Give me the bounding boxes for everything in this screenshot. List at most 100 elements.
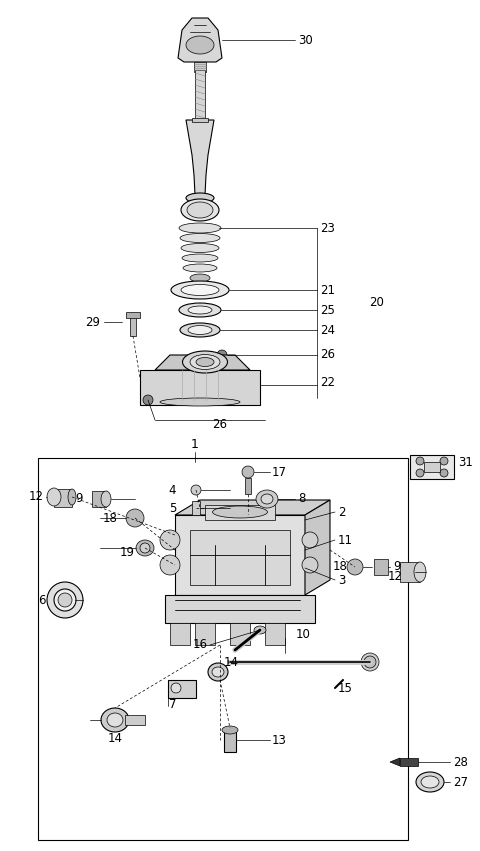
Bar xyxy=(92,491,106,507)
Bar xyxy=(140,370,260,405)
Text: 13: 13 xyxy=(272,734,287,746)
Text: 4: 4 xyxy=(168,483,176,496)
Ellipse shape xyxy=(361,653,379,671)
Bar xyxy=(400,758,418,766)
Polygon shape xyxy=(175,500,330,515)
Ellipse shape xyxy=(421,776,439,788)
Text: 20: 20 xyxy=(369,296,384,310)
Bar xyxy=(224,730,236,752)
Ellipse shape xyxy=(58,593,72,607)
Ellipse shape xyxy=(179,223,221,233)
Bar xyxy=(410,455,454,479)
Text: 17: 17 xyxy=(272,465,287,478)
Text: 18: 18 xyxy=(103,511,118,524)
Ellipse shape xyxy=(261,494,273,504)
Bar xyxy=(424,462,440,472)
Circle shape xyxy=(347,559,363,575)
Text: 18: 18 xyxy=(333,561,348,574)
Text: 30: 30 xyxy=(298,33,313,47)
Text: 26: 26 xyxy=(213,419,228,431)
Text: 12: 12 xyxy=(388,570,403,584)
Text: 19: 19 xyxy=(120,546,135,559)
Bar xyxy=(374,559,388,575)
Ellipse shape xyxy=(256,490,278,508)
Text: 27: 27 xyxy=(453,775,468,789)
Text: 22: 22 xyxy=(320,375,335,389)
Bar xyxy=(170,623,190,645)
Bar xyxy=(130,316,136,336)
Ellipse shape xyxy=(213,506,267,518)
Ellipse shape xyxy=(196,357,214,367)
Circle shape xyxy=(160,530,180,550)
Ellipse shape xyxy=(54,589,76,611)
Bar xyxy=(194,62,206,72)
Ellipse shape xyxy=(186,36,214,54)
Text: 1: 1 xyxy=(191,438,199,452)
Ellipse shape xyxy=(136,540,154,556)
Text: 21: 21 xyxy=(320,283,335,296)
Bar xyxy=(190,530,290,585)
Ellipse shape xyxy=(190,355,220,369)
Ellipse shape xyxy=(47,582,83,618)
Text: 7: 7 xyxy=(169,699,177,711)
Circle shape xyxy=(302,557,318,573)
Polygon shape xyxy=(155,355,250,370)
Ellipse shape xyxy=(190,274,210,282)
Text: 31: 31 xyxy=(458,455,473,469)
Bar xyxy=(126,312,140,318)
Ellipse shape xyxy=(183,264,217,272)
Ellipse shape xyxy=(180,323,220,337)
Circle shape xyxy=(302,532,318,548)
Circle shape xyxy=(160,555,180,575)
Text: 23: 23 xyxy=(320,221,335,235)
Polygon shape xyxy=(305,500,330,595)
Bar xyxy=(195,623,215,645)
Circle shape xyxy=(171,683,181,693)
Text: 9: 9 xyxy=(393,561,400,574)
Bar xyxy=(230,623,250,645)
Ellipse shape xyxy=(208,663,228,681)
Bar xyxy=(192,501,200,515)
Ellipse shape xyxy=(212,667,224,677)
Text: 8: 8 xyxy=(298,493,305,505)
Circle shape xyxy=(416,469,424,477)
Text: 10: 10 xyxy=(296,627,311,641)
Ellipse shape xyxy=(181,199,219,221)
Bar xyxy=(168,680,196,698)
Ellipse shape xyxy=(160,398,240,406)
Ellipse shape xyxy=(101,708,129,732)
Circle shape xyxy=(217,350,227,360)
Bar xyxy=(195,70,205,120)
Text: 3: 3 xyxy=(338,574,346,586)
Text: 14: 14 xyxy=(108,732,122,745)
Text: 14: 14 xyxy=(224,655,239,669)
Ellipse shape xyxy=(188,325,212,334)
Text: 26: 26 xyxy=(320,349,335,362)
Circle shape xyxy=(364,656,376,668)
Circle shape xyxy=(143,395,153,405)
Text: 6: 6 xyxy=(38,593,46,607)
Ellipse shape xyxy=(222,726,238,734)
Text: 16: 16 xyxy=(193,638,208,652)
Bar xyxy=(165,595,315,623)
Bar xyxy=(265,623,285,645)
Bar xyxy=(38,458,408,840)
Bar xyxy=(192,118,208,122)
Ellipse shape xyxy=(187,202,213,218)
Text: 28: 28 xyxy=(453,756,468,768)
Circle shape xyxy=(440,469,448,477)
Text: 12: 12 xyxy=(29,490,44,504)
Text: 25: 25 xyxy=(320,304,335,317)
Text: 11: 11 xyxy=(338,534,353,546)
Bar xyxy=(125,715,145,725)
Ellipse shape xyxy=(140,543,150,553)
Bar xyxy=(245,478,251,494)
Text: 5: 5 xyxy=(168,501,176,515)
Ellipse shape xyxy=(186,193,214,203)
Bar xyxy=(54,489,72,507)
Text: 15: 15 xyxy=(338,682,353,694)
Text: 9: 9 xyxy=(75,493,83,505)
Ellipse shape xyxy=(254,626,266,634)
Ellipse shape xyxy=(182,351,228,373)
Polygon shape xyxy=(178,18,222,62)
